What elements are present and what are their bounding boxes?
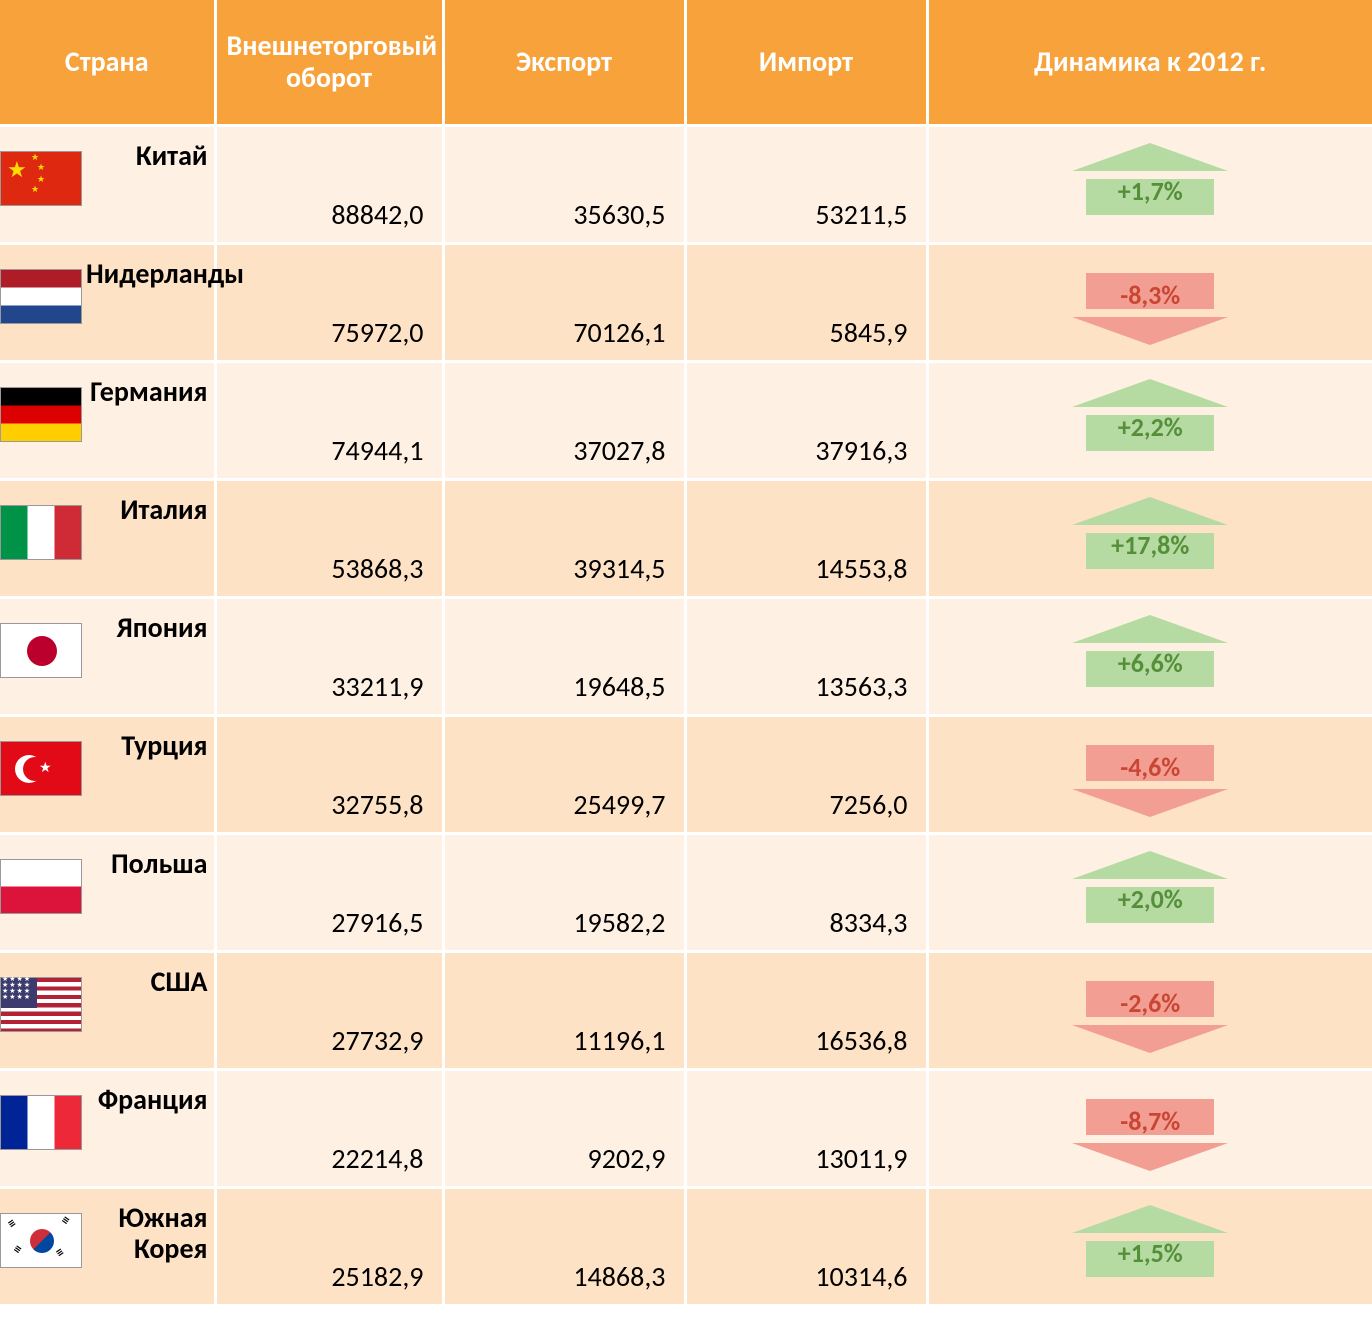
dynamics-value: +2,0% — [1072, 883, 1228, 915]
import-value: 10314,6 — [685, 1188, 927, 1306]
col-header-turnover: Внешнеторговый оборот — [215, 0, 443, 126]
import-value: 5845,9 — [685, 244, 927, 362]
country-cell: Германия — [0, 362, 215, 480]
flag-icon: ★ — [0, 741, 82, 796]
country-name: Китай — [86, 141, 208, 172]
country-cell: ★Турция — [0, 716, 215, 834]
dynamics-cell: -4,6% — [927, 716, 1372, 834]
table-header-row: Страна Внешнеторговый оборот Экспорт Имп… — [0, 0, 1372, 126]
export-value: 9202,9 — [443, 1070, 685, 1188]
country-name: Италия — [86, 495, 208, 526]
turnover-value: 74944,1 — [215, 362, 443, 480]
country-cell: Франция — [0, 1070, 215, 1188]
flag-icon — [0, 269, 82, 324]
country-name: Германия — [86, 377, 208, 408]
dynamics-value: +17,8% — [1072, 529, 1228, 561]
import-value: 7256,0 — [685, 716, 927, 834]
dynamics-value: +2,2% — [1072, 411, 1228, 443]
export-value: 11196,1 — [443, 952, 685, 1070]
country-cell: ≡≡≡≡Южная Корея — [0, 1188, 215, 1306]
trade-table: Страна Внешнеторговый оборот Экспорт Имп… — [0, 0, 1372, 1307]
flag-icon — [0, 859, 82, 914]
table-row: ★★★★★Китай88842,035630,553211,5 +1,7% — [0, 126, 1372, 244]
flag-icon — [0, 387, 82, 442]
country-name: Япония — [86, 613, 208, 644]
turnover-value: 27732,9 — [215, 952, 443, 1070]
export-value: 37027,8 — [443, 362, 685, 480]
export-value: 19648,5 — [443, 598, 685, 716]
col-header-export: Экспорт — [443, 0, 685, 126]
turnover-value: 88842,0 — [215, 126, 443, 244]
flag-icon — [0, 623, 82, 678]
export-value: 25499,7 — [443, 716, 685, 834]
dynamics-cell: +17,8% — [927, 480, 1372, 598]
country-cell: Италия — [0, 480, 215, 598]
export-value: 35630,5 — [443, 126, 685, 244]
dynamics-value: +1,5% — [1072, 1237, 1228, 1269]
country-name: США — [86, 967, 208, 998]
flag-icon: ★★★★★ — [0, 151, 82, 206]
dynamics-cell: +2,0% — [927, 834, 1372, 952]
flag-icon — [0, 1095, 82, 1150]
col-header-dynamics: Динамика к 2012 г. — [927, 0, 1372, 126]
dynamics-cell: +6,6% — [927, 598, 1372, 716]
table-row: Япония33211,919648,513563,3 +6,6% — [0, 598, 1372, 716]
export-value: 14868,3 — [443, 1188, 685, 1306]
country-cell: Нидерланды — [0, 244, 215, 362]
table-row: ≡≡≡≡Южная Корея25182,914868,310314,6 +1,5… — [0, 1188, 1372, 1306]
export-value: 70126,1 — [443, 244, 685, 362]
export-value: 19582,2 — [443, 834, 685, 952]
dynamics-value: -4,6% — [1072, 751, 1228, 783]
import-value: 13011,9 — [685, 1070, 927, 1188]
dynamics-value: +1,7% — [1072, 175, 1228, 207]
country-cell: Япония — [0, 598, 215, 716]
table-row: Франция22214,89202,913011,9 -8,7% — [0, 1070, 1372, 1188]
dynamics-cell: +2,2% — [927, 362, 1372, 480]
dynamics-value: -8,3% — [1072, 279, 1228, 311]
turnover-value: 33211,9 — [215, 598, 443, 716]
turnover-value: 25182,9 — [215, 1188, 443, 1306]
turnover-value: 53868,3 — [215, 480, 443, 598]
table-row: Нидерланды75972,070126,15845,9 -8,3% — [0, 244, 1372, 362]
dynamics-cell: +1,5% — [927, 1188, 1372, 1306]
col-header-import: Импорт — [685, 0, 927, 126]
country-cell: Польша — [0, 834, 215, 952]
turnover-value: 75972,0 — [215, 244, 443, 362]
import-value: 13563,3 — [685, 598, 927, 716]
table-row: Польша27916,519582,28334,3 +2,0% — [0, 834, 1372, 952]
dynamics-cell: +1,7% — [927, 126, 1372, 244]
country-name: Польша — [86, 849, 208, 880]
turnover-value: 22214,8 — [215, 1070, 443, 1188]
country-cell: ★★★★★Китай — [0, 126, 215, 244]
import-value: 8334,3 — [685, 834, 927, 952]
dynamics-cell: -8,3% — [927, 244, 1372, 362]
country-cell: ★★★★★★★★★★★★★★★★США — [0, 952, 215, 1070]
import-value: 14553,8 — [685, 480, 927, 598]
dynamics-value: +6,6% — [1072, 647, 1228, 679]
turnover-value: 27916,5 — [215, 834, 443, 952]
country-name: Нидерланды — [86, 259, 208, 290]
col-header-country: Страна — [0, 0, 215, 126]
flag-icon: ★★★★★★★★★★★★★★★★ — [0, 977, 82, 1032]
country-name: Турция — [86, 731, 208, 762]
table-row: Италия53868,339314,514553,8 +17,8% — [0, 480, 1372, 598]
import-value: 16536,8 — [685, 952, 927, 1070]
table-row: Германия74944,137027,837916,3 +2,2% — [0, 362, 1372, 480]
table-row: ★★★★★★★★★★★★★★★★США27732,911196,116536,8… — [0, 952, 1372, 1070]
dynamics-value: -8,7% — [1072, 1105, 1228, 1137]
flag-icon: ≡≡≡≡ — [0, 1213, 82, 1268]
dynamics-value: -2,6% — [1072, 987, 1228, 1019]
import-value: 37916,3 — [685, 362, 927, 480]
dynamics-cell: -8,7% — [927, 1070, 1372, 1188]
export-value: 39314,5 — [443, 480, 685, 598]
table-row: ★Турция32755,825499,77256,0 -4,6% — [0, 716, 1372, 834]
country-name: Южная Корея — [86, 1203, 208, 1265]
country-name: Франция — [86, 1085, 208, 1116]
flag-icon — [0, 505, 82, 560]
import-value: 53211,5 — [685, 126, 927, 244]
dynamics-cell: -2,6% — [927, 952, 1372, 1070]
turnover-value: 32755,8 — [215, 716, 443, 834]
